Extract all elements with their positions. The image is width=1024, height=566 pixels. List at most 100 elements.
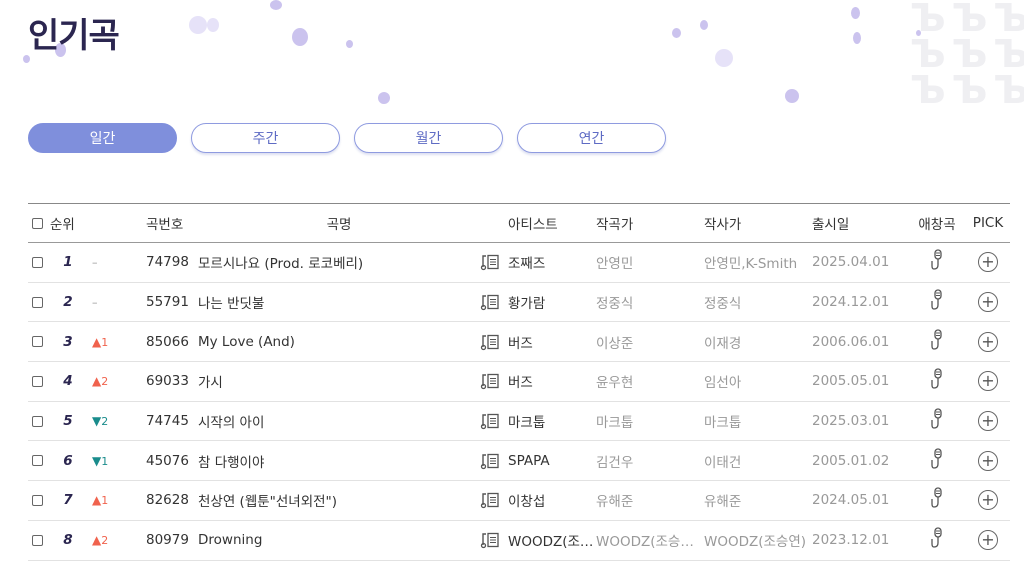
rank-change: ▲2 (86, 362, 146, 402)
tab-yearly[interactable]: 연간 (517, 123, 666, 153)
plus-circle-icon[interactable]: + (978, 490, 998, 511)
table-row: 5 ▼2 74745 시작의 아이 마크툽 마크툽 마크툽 2025.03.01 + (28, 401, 1010, 441)
plus-circle-icon[interactable]: + (978, 331, 998, 352)
lyrics-icon[interactable] (480, 413, 500, 430)
composer: 정중식 (596, 296, 634, 313)
lyrics-icon[interactable] (480, 294, 500, 311)
composer: 윤우현 (596, 375, 634, 392)
lyrics-icon[interactable] (480, 532, 500, 549)
microphone-icon[interactable] (930, 329, 944, 355)
page-title: 인기곡 (28, 16, 120, 56)
song-number: 55791 (146, 294, 189, 311)
microphone-icon[interactable] (930, 368, 944, 394)
artist[interactable]: 마크툽 (508, 415, 546, 432)
song-title[interactable]: My Love (And) (198, 333, 295, 350)
rank-change-value: 1 (101, 494, 109, 508)
row-checkbox[interactable] (32, 296, 43, 308)
song-number: 74798 (146, 254, 189, 271)
plus-circle-icon[interactable]: + (978, 252, 998, 273)
lyricist: 유해준 (704, 494, 742, 511)
microphone-icon[interactable] (930, 527, 944, 553)
row-checkbox[interactable] (32, 494, 43, 506)
arrow-up-icon: ▲ (92, 374, 102, 389)
song-number: 80979 (146, 532, 189, 549)
artist[interactable]: SPAPA (508, 452, 550, 469)
song-title[interactable]: 시작의 아이 (198, 415, 265, 432)
rank: 5 (63, 413, 73, 430)
microphone-icon[interactable] (930, 249, 944, 275)
microphone-icon[interactable] (930, 448, 944, 474)
table-row: 4 ▲2 69033 가시 버즈 윤우현 임선아 2005.05.01 + (28, 362, 1010, 402)
artist[interactable]: 버즈 (508, 335, 533, 352)
song-title[interactable]: 가시 (198, 375, 223, 392)
release-date: 2024.05.01 (812, 492, 890, 509)
artist[interactable]: 조째즈 (508, 256, 546, 273)
song-number: 69033 (146, 373, 189, 390)
table-row: 6 ▼1 45076 참 다행이야 SPAPA 김건우 이태건 2005.01.02 + (28, 441, 1010, 481)
lyricist: 정중식 (704, 296, 742, 313)
row-checkbox[interactable] (32, 256, 43, 268)
microphone-icon[interactable] (930, 487, 944, 513)
rank-change-value: – (92, 295, 98, 309)
plus-circle-icon[interactable]: + (978, 292, 998, 313)
plus-circle-icon[interactable]: + (978, 530, 998, 551)
composer: 이상준 (596, 335, 634, 352)
lyrics-icon[interactable] (480, 453, 500, 469)
select-all-checkbox[interactable] (32, 217, 43, 229)
song-title[interactable]: 천상연 (웹툰"선녀외전") (198, 494, 338, 511)
rank: 1 (63, 254, 73, 271)
release-date: 2025.04.01 (812, 254, 890, 271)
row-checkbox[interactable] (32, 415, 43, 427)
table-row: 1 – 74798 모르시나요 (Prod. 로코베리) 조째즈 안영민 안영민,K-Smi… (28, 243, 1010, 283)
plus-circle-icon[interactable]: + (978, 411, 998, 432)
artist[interactable]: WOODZ(조… (508, 534, 594, 551)
lyrics-icon[interactable] (480, 334, 500, 350)
plus-circle-icon[interactable]: + (978, 371, 998, 392)
arrow-up-icon: ▲ (92, 493, 102, 508)
row-checkbox[interactable] (32, 534, 43, 546)
composer: 김건우 (596, 454, 634, 471)
rank-change-value: 1 (101, 454, 109, 468)
song-number: 85066 (146, 333, 189, 350)
rank-change: ▲1 (86, 481, 146, 521)
rank: 2 (63, 294, 73, 311)
header-title: 곡명 (326, 217, 352, 233)
lyrics-icon[interactable] (480, 373, 500, 390)
header-favorite: 애창곡 (918, 217, 956, 233)
artist[interactable]: 이창섭 (508, 494, 546, 511)
artist[interactable]: 버즈 (508, 375, 533, 392)
rank: 3 (63, 333, 73, 350)
tab-weekly[interactable]: 주간 (191, 123, 340, 153)
table-header: 순위 곡번호 곡명 아티스트 작곡가 작사가 출시일 애창곡 PICK (28, 203, 1010, 243)
row-checkbox[interactable] (32, 375, 43, 387)
song-number: 45076 (146, 452, 189, 469)
arrow-down-icon: ▼ (92, 414, 102, 429)
lyrics-icon[interactable] (480, 492, 500, 509)
arrow-up-icon: ▲ (92, 533, 102, 548)
plus-circle-icon[interactable]: + (978, 450, 998, 471)
rank-change-value: – (92, 255, 98, 269)
table-row: 7 ▲1 82628 천상연 (웹툰"선녀외전") 이창섭 유해준 유해준 2024.05.0… (28, 481, 1010, 521)
row-checkbox[interactable] (32, 336, 43, 348)
song-number: 74745 (146, 413, 189, 430)
tab-monthly[interactable]: 월간 (354, 123, 503, 153)
header-number: 곡번호 (146, 217, 184, 233)
release-date: 2005.05.01 (812, 373, 890, 390)
microphone-icon[interactable] (930, 289, 944, 315)
song-title[interactable]: 참 다행이야 (198, 454, 265, 471)
rank: 6 (63, 452, 73, 469)
arrow-up-icon: ▲ (92, 334, 102, 349)
song-title[interactable]: 나는 반딧불 (198, 296, 265, 313)
rank-change: – (86, 282, 146, 322)
tab-daily[interactable]: 일간 (28, 123, 177, 153)
composer: WOODZ(조승… (596, 534, 694, 551)
song-title[interactable]: Drowning (198, 532, 263, 549)
lyrics-icon[interactable] (480, 254, 500, 271)
rank-change: ▼1 (86, 441, 146, 481)
artist[interactable]: 황가람 (508, 296, 546, 313)
song-title[interactable]: 모르시나요 (Prod. 로코베리) (198, 256, 364, 273)
release-date: 2024.12.01 (812, 294, 890, 311)
row-checkbox[interactable] (32, 455, 43, 467)
composer: 마크툽 (596, 415, 634, 432)
microphone-icon[interactable] (930, 408, 944, 434)
